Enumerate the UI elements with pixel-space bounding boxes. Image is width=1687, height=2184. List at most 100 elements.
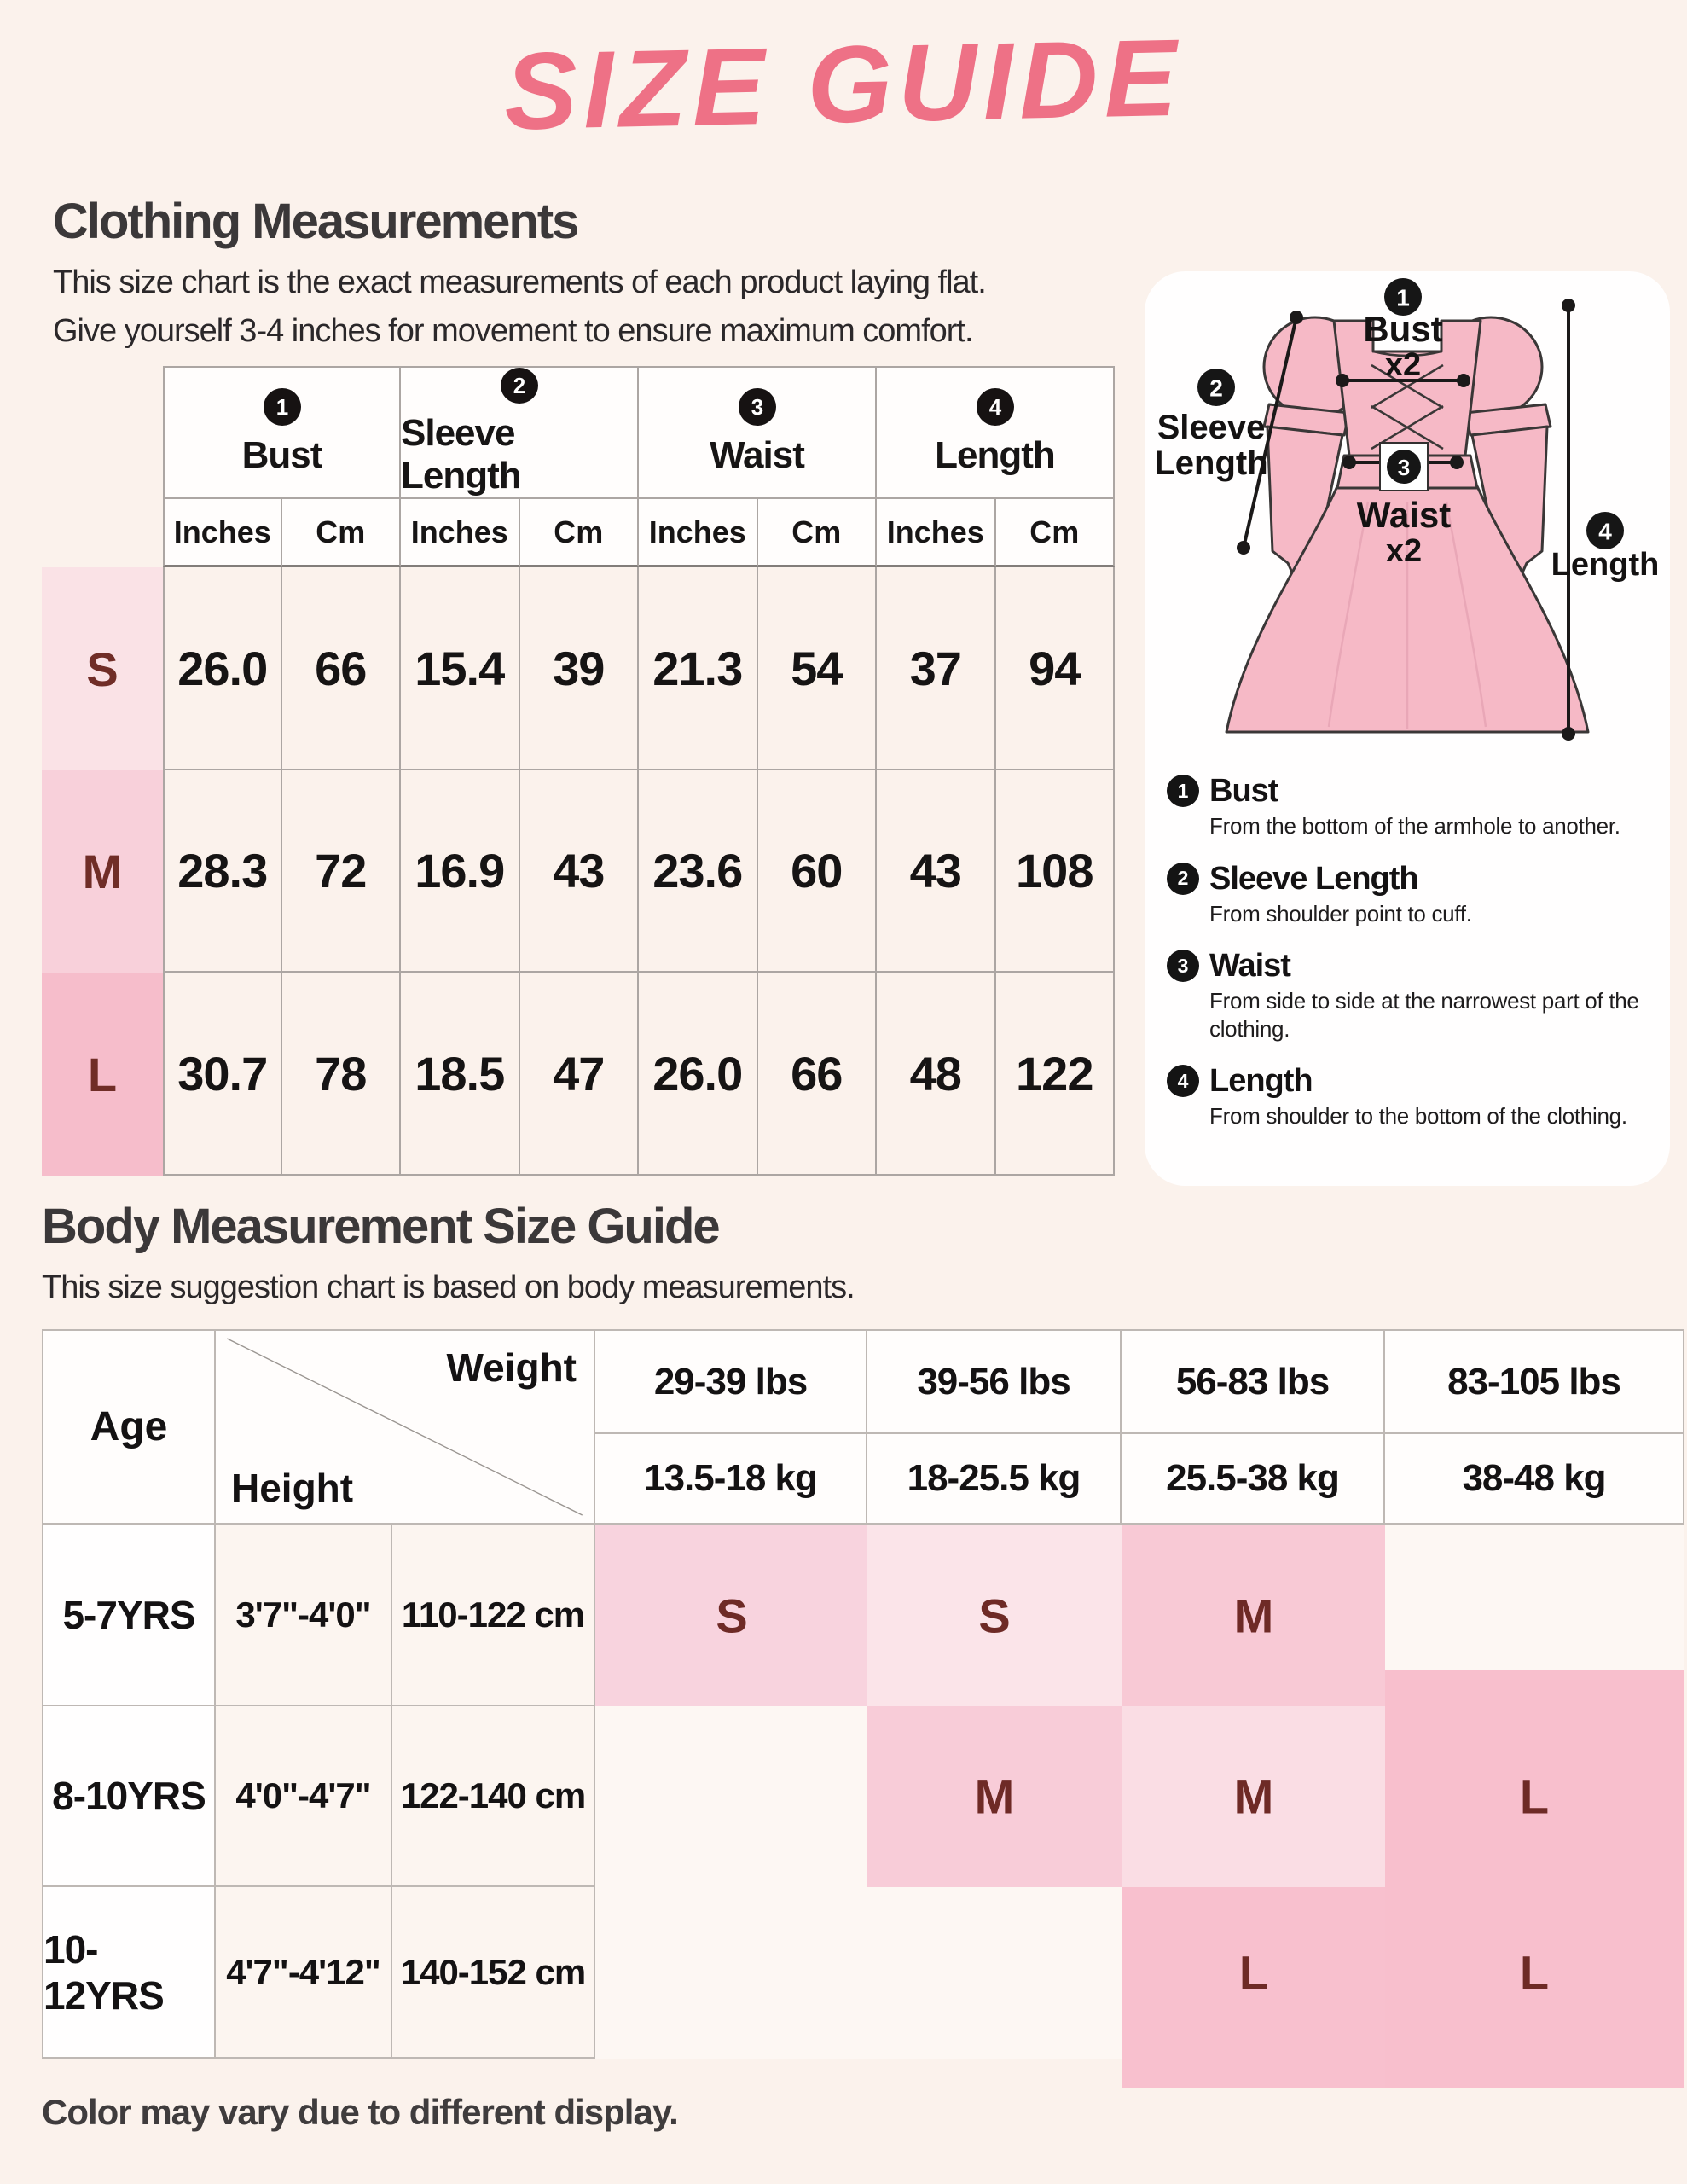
size-highlight-block: [1122, 1887, 1385, 2088]
body-measurement-table: Age Weight Height 29-39 lbs 39-56 lbs 56…: [42, 1329, 1684, 2088]
legend-item: 1 Bust From the bottom of the armhole to…: [1167, 773, 1648, 840]
size-highlight-block: [1122, 1706, 1385, 1887]
measurement-cell: 26.0: [639, 973, 758, 1176]
weight-lbs-header: 83-105 lbs: [1385, 1329, 1684, 1434]
legend-item: 2 Sleeve Length From shoulder point to c…: [1167, 861, 1648, 928]
waist-label: Waist: [1357, 495, 1451, 535]
legend-description: From the bottom of the armhole to anothe…: [1209, 813, 1620, 839]
size-suggestion: M: [974, 1769, 1015, 1824]
legend-title: Length: [1209, 1063, 1313, 1099]
measurement-cell: 54: [757, 567, 877, 770]
col-header-waist: 3 Waist: [639, 366, 877, 499]
height-cm-cell: 110-122 cm: [392, 1525, 595, 1706]
table-corner-spacer: [42, 366, 163, 499]
sleeve-label-line2: Length: [1154, 444, 1267, 482]
legend-title: Waist: [1209, 948, 1291, 984]
clothing-description: This size chart is the exact measurement…: [53, 258, 1153, 356]
measurement-cell: 66: [757, 973, 877, 1176]
page-title: SIZE GUIDE: [502, 16, 1185, 154]
age-cell: 5-7YRS: [42, 1525, 216, 1706]
clothing-section: Clothing Measurements This size chart is…: [53, 193, 1153, 356]
number-badge-2: 2: [500, 368, 538, 404]
number-badge-1: 1: [263, 388, 301, 426]
measurement-cell: 28.3: [163, 770, 282, 973]
size-row-label-m: M: [42, 770, 163, 973]
height-header-label: Height: [231, 1466, 354, 1510]
measurement-legend: 1 Bust From the bottom of the armhole to…: [1145, 764, 1670, 1130]
size-highlight-block: [867, 1525, 1122, 1706]
number-badge-3: 3: [738, 388, 776, 426]
height-weight-corner-cell: Weight Height: [216, 1329, 595, 1525]
length-label: Length: [1551, 547, 1660, 583]
clothing-measurements-table: 1 Bust 2 Sleeve Length 3 Waist 4 Length …: [42, 366, 1115, 1176]
size-suggestion: L: [1238, 1945, 1269, 2000]
col-header-label: Waist: [710, 434, 805, 476]
age-cell: 8-10YRS: [42, 1706, 216, 1887]
unit-header: Cm: [519, 499, 639, 567]
clothing-heading: Clothing Measurements: [53, 194, 579, 249]
diagram-badge-2: [1197, 369, 1235, 406]
weight-kg-header: 38-48 kg: [1385, 1434, 1684, 1525]
height-ft-cell: 4'7"-4'12": [216, 1887, 392, 2059]
measurement-cell: 43: [877, 770, 996, 973]
col-header-label: Sleeve Length: [401, 412, 522, 497]
clothing-description-line1: This size chart is the exact measurement…: [53, 264, 987, 300]
size-highlight-block: [1385, 1670, 1684, 2088]
size-suggestion: L: [1519, 1945, 1550, 2000]
height-ft-cell: 4'0"-4'7": [216, 1706, 392, 1887]
legend-description: From shoulder to the bottom of the cloth…: [1209, 1103, 1627, 1129]
measurement-diagram-card: 1 Bust x2 2 Sleeve Length 3 Waist x2 4 L…: [1145, 271, 1670, 1186]
waist-x2-label: x2: [1386, 533, 1422, 569]
unit-header: Inches: [163, 499, 282, 567]
measurement-cell: 21.3: [639, 567, 758, 770]
measurement-cell: 43: [519, 770, 639, 973]
unit-header: Cm: [281, 499, 401, 567]
measurement-cell: 66: [281, 567, 401, 770]
diagram-badge-4-num: 4: [1598, 519, 1612, 545]
measurement-cell: 30.7: [163, 973, 282, 1176]
diagram-badge-3-num: 3: [1398, 455, 1410, 480]
body-measurement-section: Body Measurement Size Guide This size su…: [42, 1198, 1142, 1312]
weight-kg-header: 18-25.5 kg: [867, 1434, 1122, 1525]
legend-number-badge: 2: [1167, 862, 1199, 895]
body-description: This size suggestion chart is based on b…: [42, 1269, 855, 1305]
measurement-cell: 122: [995, 973, 1115, 1176]
size-suggestion: M: [1233, 1589, 1274, 1643]
col-header-sleeve-length: 2 Sleeve Length: [401, 366, 639, 499]
col-header-bust: 1 Bust: [163, 366, 401, 499]
measurement-cell: 15.4: [401, 567, 520, 770]
col-header-length: 4 Length: [877, 366, 1115, 499]
unit-header: Inches: [639, 499, 758, 567]
measurement-cell: 26.0: [163, 567, 282, 770]
age-header-cell: Age: [42, 1329, 216, 1525]
legend-number-badge: 3: [1167, 950, 1199, 982]
size-suggestion: S: [716, 1589, 748, 1643]
measurement-cell: 60: [757, 770, 877, 973]
height-ft-cell: 3'7"-4'0": [216, 1525, 392, 1706]
legend-item: 3 Waist From side to side at the narrowe…: [1167, 948, 1648, 1043]
measurement-cell: 72: [281, 770, 401, 973]
legend-title: Sleeve Length: [1209, 860, 1419, 897]
legend-number-badge: 4: [1167, 1065, 1199, 1097]
diagram-badge-4: [1586, 512, 1624, 549]
measurement-cell: 47: [519, 973, 639, 1176]
age-cell: 10-12YRS: [42, 1887, 216, 2059]
size-row-label-l: L: [42, 973, 163, 1176]
size-row-label-s: S: [42, 567, 163, 770]
legend-description: From shoulder point to cuff.: [1209, 900, 1472, 926]
measurement-cell: 16.9: [401, 770, 520, 973]
weight-lbs-header: 39-56 lbs: [867, 1329, 1122, 1434]
weight-header-label: Weight: [446, 1345, 577, 1390]
body-heading: Body Measurement Size Guide: [42, 1199, 721, 1254]
unit-header: Inches: [401, 499, 520, 567]
height-cm-cell: 140-152 cm: [392, 1887, 595, 2059]
clothing-description-line2: Give yourself 3-4 inches for movement to…: [53, 313, 974, 349]
bust-x2-label: x2: [1385, 347, 1421, 383]
weight-kg-header: 25.5-38 kg: [1122, 1434, 1385, 1525]
measurement-cell: 94: [995, 567, 1115, 770]
size-highlight-block: [867, 1706, 1122, 1887]
size-suggestion: M: [1233, 1769, 1274, 1824]
legend-item: 4 Length From shoulder to the bottom of …: [1167, 1063, 1648, 1130]
col-header-label: Bust: [241, 434, 323, 476]
size-suggestion: L: [1519, 1769, 1550, 1824]
